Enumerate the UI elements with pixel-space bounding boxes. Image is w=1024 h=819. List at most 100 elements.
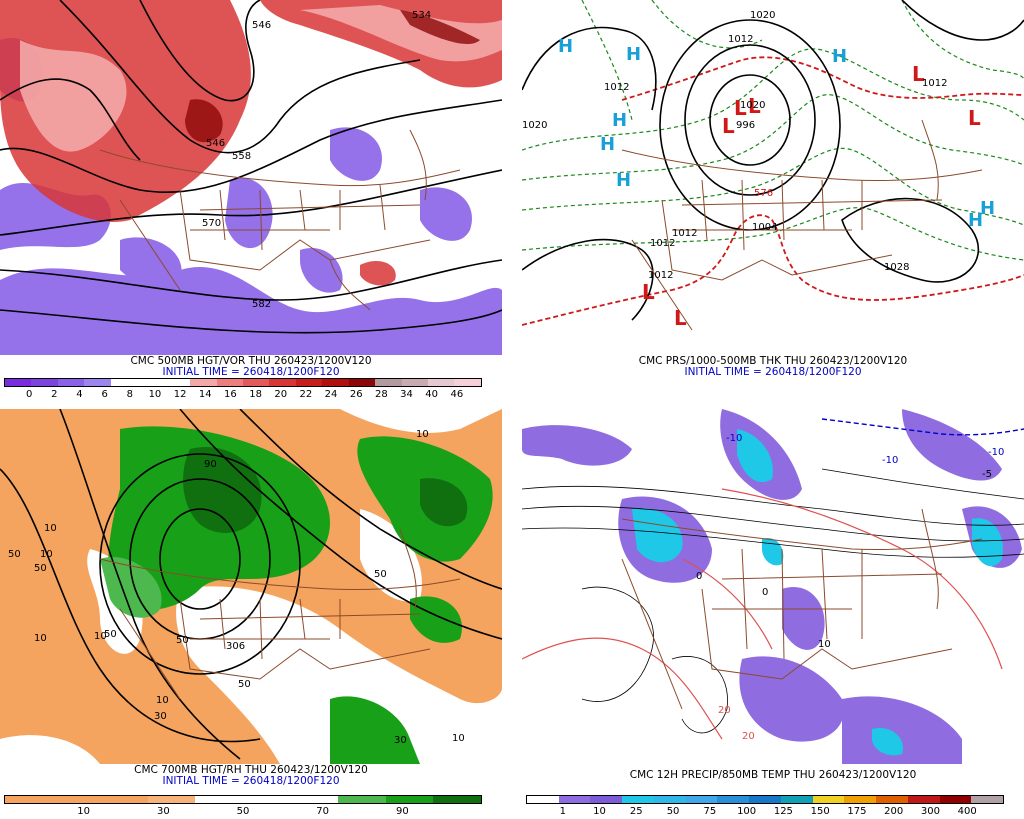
contour-label: 0 — [696, 571, 703, 582]
scale-swatch — [5, 379, 32, 386]
contour-label: 996 — [736, 120, 756, 131]
scale-swatch — [242, 796, 291, 803]
scale-swatch — [876, 796, 908, 803]
scale-swatch — [428, 379, 455, 386]
contour-label: 30 — [154, 711, 167, 722]
scale-swatch — [590, 796, 623, 803]
contour-label: 20 — [742, 731, 755, 742]
scale-label: 20 — [274, 389, 288, 400]
contour-label: 50 — [238, 679, 251, 690]
scale-labels: 1 10 25 50 75 100 125 150 175 200 300 400 — [526, 806, 1004, 818]
scale-label: 34 — [400, 389, 413, 400]
scale-swatch — [622, 796, 654, 803]
contour-label: 50 — [34, 563, 47, 574]
panel-caption: CMC 12H PRECIP/850MB TEMP THU 260423/120… — [522, 770, 1024, 781]
scale-label: 75 — [703, 806, 717, 817]
scale-label: 175 — [847, 806, 867, 817]
scale-swatch — [31, 379, 58, 386]
contour-label: 576 — [754, 188, 774, 199]
high-pressure-symbol: H — [980, 198, 996, 219]
contour-label: 1020 — [522, 120, 548, 131]
high-pressure-symbol: H — [558, 36, 574, 57]
scale-label: 0 — [25, 389, 33, 400]
scale-swatch — [295, 379, 323, 386]
high-pressure-symbol: H — [612, 110, 628, 131]
scale-swatch — [401, 379, 428, 386]
scale-swatch — [216, 379, 243, 386]
scale-label: 4 — [76, 389, 83, 400]
scale-swatch — [812, 796, 845, 803]
scale-swatch — [137, 379, 164, 386]
scale-label: 8 — [126, 389, 133, 400]
color-scale — [4, 378, 482, 387]
contour-label: 570 — [202, 218, 222, 229]
contour-label: 1012 — [650, 238, 676, 249]
scale-label: 25 — [629, 806, 643, 817]
scale-swatch — [375, 379, 402, 386]
scale-swatch — [749, 796, 781, 803]
scale-label: 200 — [884, 806, 904, 817]
contour-label: -10 — [726, 433, 743, 444]
contour-label: -10 — [988, 447, 1005, 458]
contour-label: 20 — [718, 705, 731, 716]
low-pressure-symbol: L — [912, 62, 925, 86]
scale-swatch — [322, 379, 349, 386]
panel-title: CMC PRS/1000-500MB THK THU 260423/1200V1… — [638, 355, 908, 367]
scale-label: 150 — [810, 806, 830, 817]
panel-title: CMC 12H PRECIP/850MB TEMP THU 260423/120… — [629, 769, 917, 781]
low-pressure-symbol: L — [968, 106, 981, 130]
contour-label: 558 — [232, 151, 252, 162]
contour-label: 30 — [394, 735, 407, 746]
contour-label: 10 — [452, 733, 465, 744]
initial-time: INITIAL TIME = 260418/1200F120 — [162, 775, 340, 787]
scale-label: 10 — [148, 389, 162, 400]
scale-swatch — [5, 796, 53, 803]
high-pressure-symbol: H — [626, 44, 642, 65]
scale-labels: 0 2 4 6 8 10 12 14 16 18 20 22 24 26 28 34 40 46 — [4, 389, 482, 401]
contour-label: 1012 — [728, 34, 754, 45]
precip-map: -10 -10 -10 0 0 10 20 20 -5 — [522, 409, 1024, 764]
contour-label: 1012 — [648, 270, 674, 281]
scale-swatch — [527, 796, 559, 803]
contour-label: 10 — [34, 633, 47, 644]
contour-label: 306 — [226, 641, 246, 652]
contour-label: 50 — [8, 549, 21, 560]
scale-swatch — [269, 379, 296, 386]
scale-label: 40 — [425, 389, 439, 400]
contour-label: 546 — [206, 138, 226, 149]
scale-label: 14 — [198, 389, 212, 400]
panel-caption: CMC 500MB HGT/VOR THU 260423/1200V120 IN… — [0, 356, 502, 378]
scale-label: 400 — [957, 806, 977, 817]
scale-swatch — [653, 796, 686, 803]
panel-700mb-rh: 10 50 10 50 10 50 50 90 306 30 50 10 50 … — [0, 409, 502, 819]
panel-500mb-vorticity: 546 546 558 570 582 534 CMC 500MB HGT/VO… — [0, 0, 502, 410]
panel-title: CMC 500MB HGT/VOR THU 260423/1200V120 — [130, 355, 372, 367]
scale-swatch — [780, 796, 813, 803]
scale-swatch — [685, 796, 718, 803]
initial-time: INITIAL TIME = 260418/1200F120 — [684, 366, 862, 378]
contour-label: 10 — [94, 631, 107, 642]
scale-label: 100 — [737, 806, 757, 817]
scale-label: 125 — [773, 806, 793, 817]
contour-label: 50 — [104, 629, 117, 640]
contour-label: 50 — [176, 635, 189, 646]
scale-label: 10 — [593, 806, 606, 817]
contour-label: 1012 — [604, 82, 630, 93]
scale-swatch — [163, 379, 191, 386]
high-pressure-symbol: H — [600, 134, 616, 155]
scale-swatch — [290, 796, 339, 803]
contour-label: 1004 — [752, 222, 778, 233]
scale-label: 10 — [77, 806, 91, 817]
contour-label: 1012 — [922, 78, 948, 89]
contour-label: 0 — [762, 587, 769, 598]
contour-label: 1020 — [750, 10, 776, 21]
scale-swatch — [147, 796, 196, 803]
contour-label: -10 — [882, 455, 899, 466]
contour-label: 10 — [416, 429, 429, 440]
color-scale — [4, 795, 482, 804]
scale-swatch — [433, 796, 481, 803]
scale-swatch — [190, 379, 217, 386]
scale-swatch — [454, 379, 481, 386]
vorticity-map: 546 546 558 570 582 534 — [0, 0, 502, 355]
scale-label: 90 — [395, 806, 409, 817]
